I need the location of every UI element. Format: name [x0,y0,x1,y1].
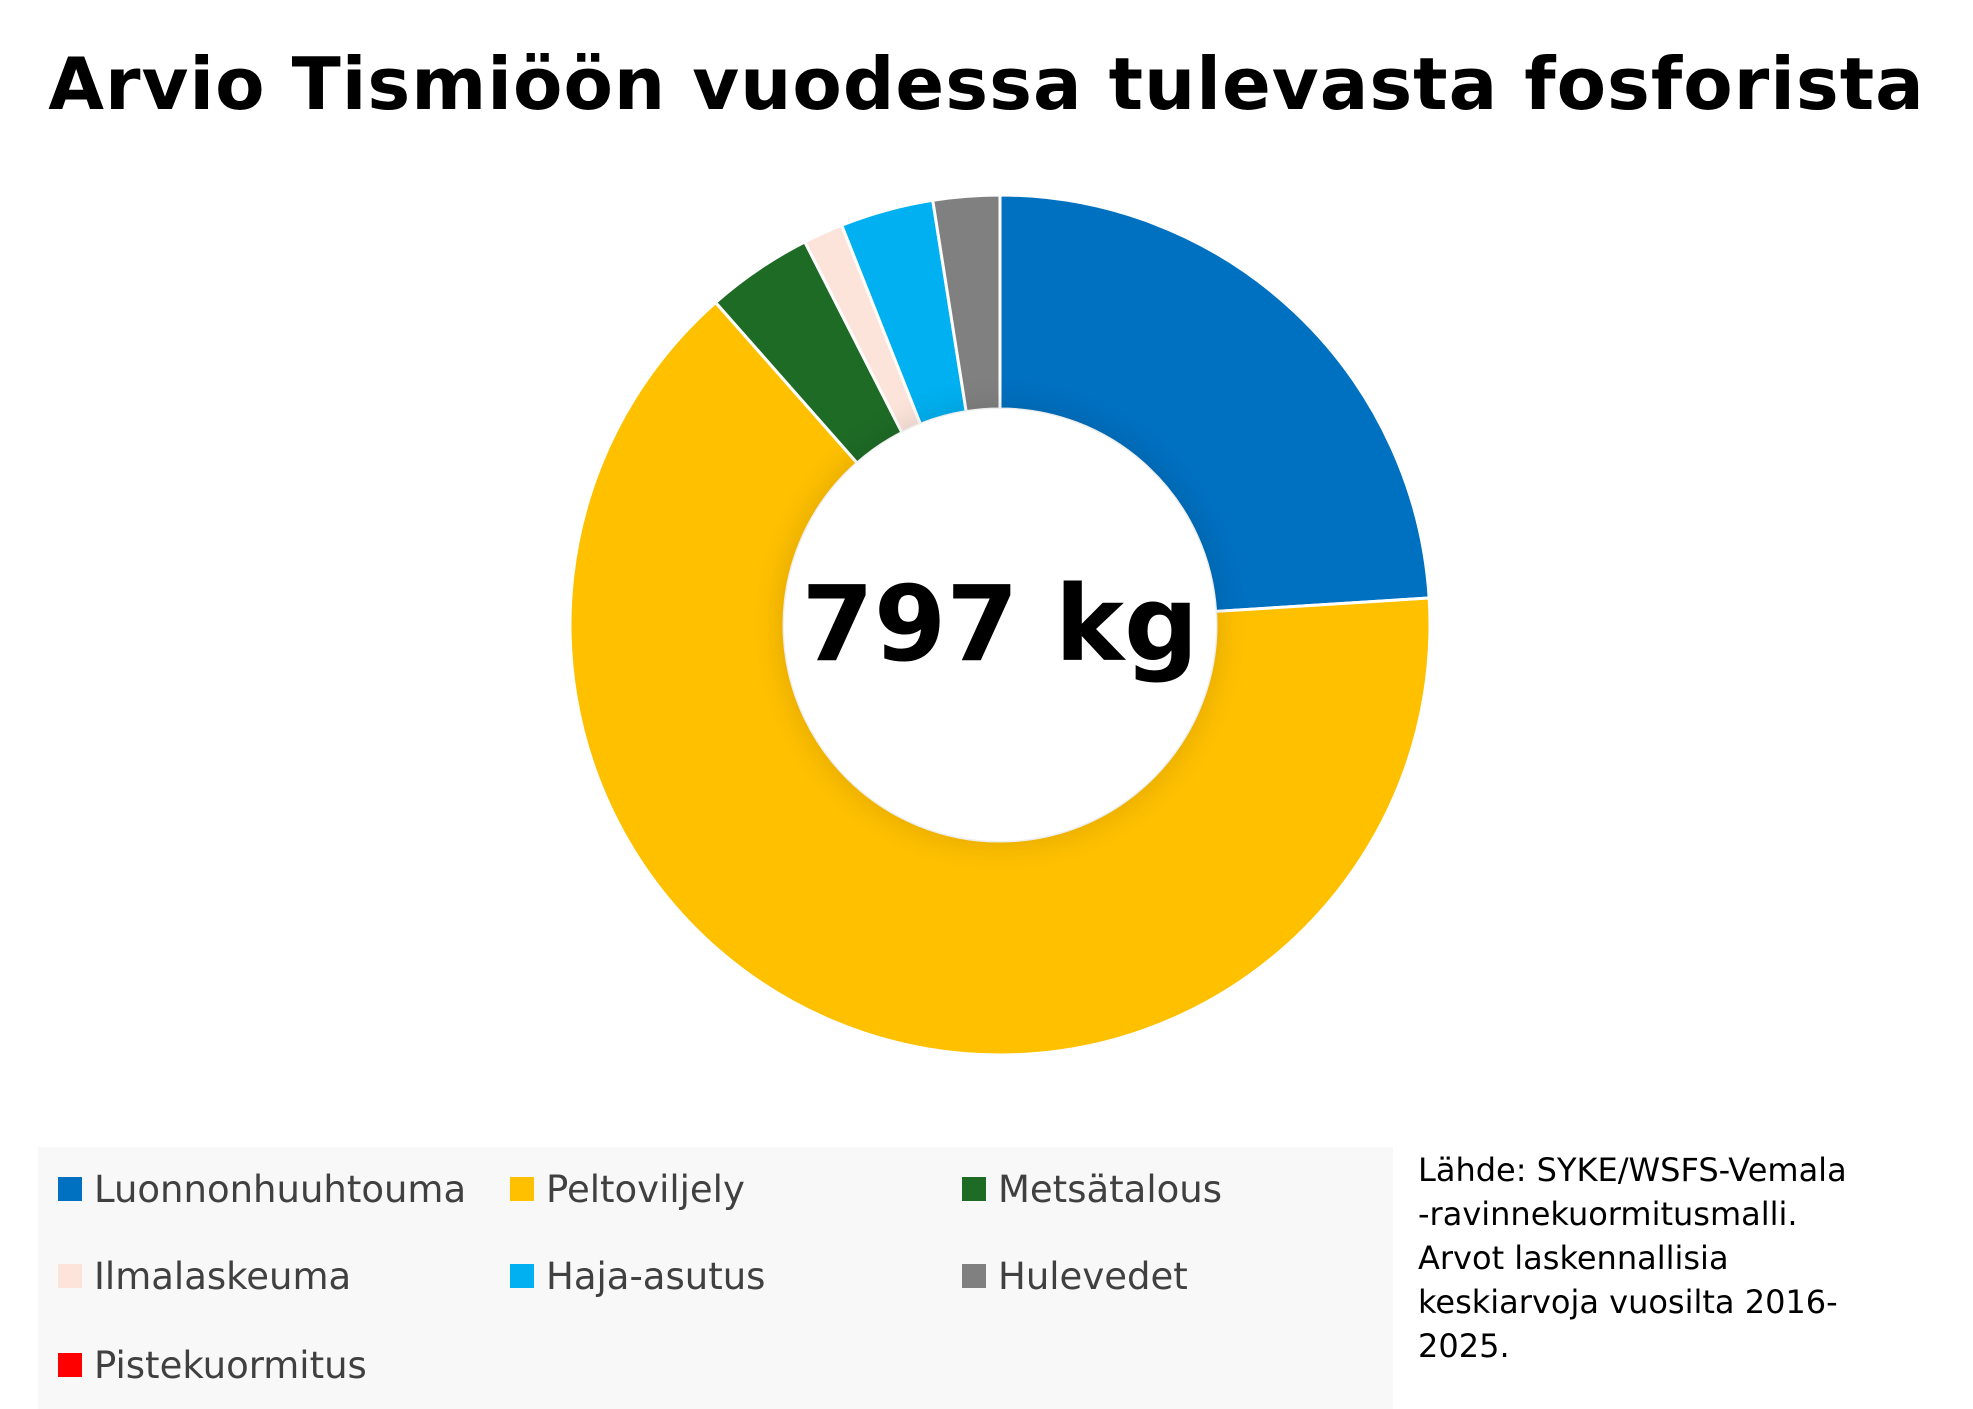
legend-label: Pistekuormitus [94,1343,367,1387]
legend-item: Pistekuormitus [58,1333,367,1397]
source-line: Arvot laskennallisia [1418,1239,1729,1277]
legend-item: Ilmalaskeuma [58,1244,351,1308]
center-total-label: 797 kg [802,563,1199,685]
legend-swatch [962,1264,986,1288]
chart-title: Arvio Tismiöön vuodessa tulevasta fosfor… [48,42,1925,126]
legend-item: Haja-asutus [510,1244,765,1308]
legend-swatch [58,1353,82,1377]
legend-label: Ilmalaskeuma [94,1254,352,1298]
legend-item: Luonnonhuuhtouma [58,1157,466,1221]
source-line: Lähde: SYKE/WSFS-Vemala [1418,1151,1847,1189]
legend-label: Metsätalous [998,1167,1222,1211]
source-note: Lähde: SYKE/WSFS-Vemala -ravinnekuormitu… [1418,1148,1948,1368]
legend-item: Metsätalous [962,1157,1222,1221]
legend: Luonnonhuuhtouma Peltoviljely Metsätalous I… [38,1147,1393,1409]
legend-swatch [58,1177,82,1201]
legend-label: Haja-asutus [546,1254,766,1298]
legend-swatch [510,1177,534,1201]
legend-item: Peltoviljely [510,1157,745,1221]
legend-swatch [58,1264,82,1288]
legend-swatch [510,1264,534,1288]
legend-label: Luonnonhuuhtouma [94,1167,467,1211]
source-line: -ravinnekuormitusmalli. [1418,1195,1798,1233]
source-line: keskiarvoja vuosilta 2016- [1418,1283,1838,1321]
source-line: 2025. [1418,1327,1510,1365]
legend-label: Peltoviljely [546,1167,745,1211]
legend-item: Hulevedet [962,1244,1188,1308]
legend-label: Hulevedet [998,1254,1188,1298]
legend-swatch [962,1177,986,1201]
donut-hole [784,409,1216,841]
